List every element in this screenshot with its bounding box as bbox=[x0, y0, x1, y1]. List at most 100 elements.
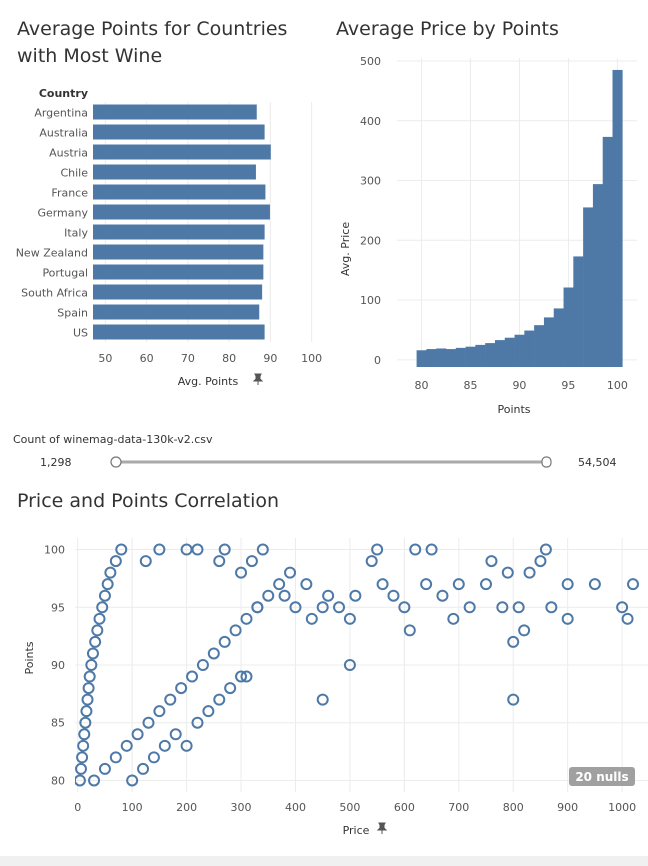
country-label: Chile bbox=[60, 167, 88, 180]
scatter-point bbox=[180, 739, 193, 752]
scatter-point bbox=[245, 555, 258, 568]
scatter-point bbox=[240, 670, 253, 683]
bar-south-africa bbox=[93, 284, 263, 300]
scatter-point bbox=[496, 601, 509, 614]
chart1-xtick-label: 90 bbox=[263, 352, 277, 365]
range-slider[interactable] bbox=[108, 454, 558, 470]
chart2-xtick-label: 90 bbox=[512, 379, 526, 392]
chart3-xtick-label: 600 bbox=[394, 801, 415, 814]
slider-max-handle[interactable] bbox=[541, 456, 552, 468]
chart3-xtick-label: 700 bbox=[448, 801, 469, 814]
scatter-point bbox=[480, 578, 493, 591]
scatter-point bbox=[79, 716, 92, 729]
nulls-badge[interactable]: 20 nulls bbox=[569, 767, 635, 786]
chart1-xtick-label: 70 bbox=[181, 352, 195, 365]
scatter-point bbox=[561, 612, 574, 625]
scatter-point bbox=[88, 774, 101, 787]
chart2-xtick-label: 85 bbox=[463, 379, 477, 392]
scatter-point bbox=[153, 543, 166, 556]
country-label: New Zealand bbox=[16, 247, 88, 260]
scatter-point bbox=[240, 612, 253, 625]
scatter-point bbox=[96, 601, 109, 614]
chart1-title: Average Points for Countries with Most W… bbox=[17, 16, 287, 70]
scatter-point bbox=[316, 601, 329, 614]
scatter-point bbox=[224, 682, 237, 695]
scatter-point bbox=[545, 601, 558, 614]
country-avg-points-chart[interactable]: Country Argentina Australia Austria Chile Fr… bbox=[0, 80, 330, 400]
price-points-scatter[interactable]: 80 85 90 95 100 0 100 200 300 400 500 600 700 800 900… bbox=[0, 520, 648, 860]
bar-points-80 bbox=[416, 350, 427, 367]
filter-max-label: 54,504 bbox=[578, 456, 617, 469]
bar-points-82 bbox=[436, 348, 447, 367]
bar-spain bbox=[93, 304, 260, 320]
bar-us bbox=[93, 324, 265, 340]
scatter-point bbox=[191, 716, 204, 729]
scatter-point bbox=[229, 624, 242, 637]
scatter-point bbox=[512, 601, 525, 614]
country-label: Spain bbox=[57, 307, 88, 320]
bar-points-94 bbox=[553, 308, 564, 367]
scatter-point bbox=[86, 647, 99, 660]
scatter-point bbox=[126, 774, 139, 787]
chart1-title-line1: Average Points for Countries bbox=[17, 18, 288, 40]
scatter-point bbox=[82, 682, 95, 695]
scatter-point bbox=[534, 555, 547, 568]
scatter-point bbox=[91, 624, 104, 637]
chart3-xtick-label: 800 bbox=[503, 801, 524, 814]
chart3-title: Price and Points Correlation bbox=[17, 490, 280, 512]
scatter-point bbox=[452, 578, 465, 591]
bar-points-91 bbox=[524, 330, 535, 367]
scatter-point bbox=[518, 624, 531, 637]
scatter-point bbox=[316, 693, 329, 706]
bar-points-92 bbox=[534, 325, 545, 367]
pin-icon[interactable] bbox=[252, 373, 264, 385]
scatter-point bbox=[202, 705, 215, 718]
scatter-point bbox=[627, 578, 639, 591]
scatter-point bbox=[75, 762, 87, 775]
pin-icon[interactable] bbox=[376, 822, 388, 834]
chart2-ytick-label: 200 bbox=[360, 234, 381, 247]
chart3-ytick-label: 85 bbox=[51, 717, 65, 730]
scatter-point bbox=[588, 578, 601, 591]
bar-australia bbox=[93, 124, 265, 140]
scatter-point bbox=[436, 589, 449, 602]
chart3-xlabel: Price bbox=[343, 824, 370, 837]
scatter-point bbox=[300, 578, 313, 591]
nulls-badge-text: 20 nulls bbox=[575, 770, 628, 784]
chart1-xlabel: Avg. Points bbox=[178, 375, 239, 388]
scatter-point bbox=[501, 566, 514, 579]
scatter-point bbox=[120, 739, 133, 752]
slider-min-handle[interactable] bbox=[110, 456, 122, 468]
scatter-point bbox=[98, 589, 111, 602]
chart3-ylabel: Points bbox=[23, 641, 36, 674]
bar-points-85 bbox=[465, 346, 476, 367]
filter-label: Count of winemag-data-130k-v2.csv bbox=[13, 433, 213, 446]
chart2-xtick-label: 100 bbox=[607, 379, 628, 392]
chart2-ytick-label: 0 bbox=[374, 354, 381, 367]
scatter-point bbox=[289, 601, 302, 614]
scatter-point bbox=[175, 682, 188, 695]
bar-points-87 bbox=[485, 343, 496, 367]
chart3-ytick-label: 90 bbox=[51, 659, 65, 672]
scatter-point bbox=[322, 589, 335, 602]
chart3-xtick-label: 1000 bbox=[608, 801, 636, 814]
bar-points-88 bbox=[494, 340, 506, 367]
scatter-point bbox=[101, 578, 114, 591]
scatter-point bbox=[77, 739, 90, 752]
scatter-point bbox=[616, 601, 629, 614]
chart3-xtick-label: 500 bbox=[339, 801, 360, 814]
country-label: Argentina bbox=[34, 107, 88, 120]
scatter-point bbox=[104, 566, 117, 579]
scatter-point bbox=[376, 578, 389, 591]
bar-portugal bbox=[93, 264, 264, 280]
scatter-point bbox=[523, 566, 536, 579]
scatter-point bbox=[158, 739, 171, 752]
scatter-point bbox=[398, 601, 411, 614]
chart2-ytick-label: 400 bbox=[360, 115, 381, 128]
chart3-ytick-label: 100 bbox=[44, 544, 65, 557]
chart1-xtick-label: 100 bbox=[301, 352, 322, 365]
bar-new-zealand bbox=[93, 244, 264, 260]
bar-austria bbox=[93, 144, 271, 160]
chart3-xtick-label: 400 bbox=[285, 801, 306, 814]
